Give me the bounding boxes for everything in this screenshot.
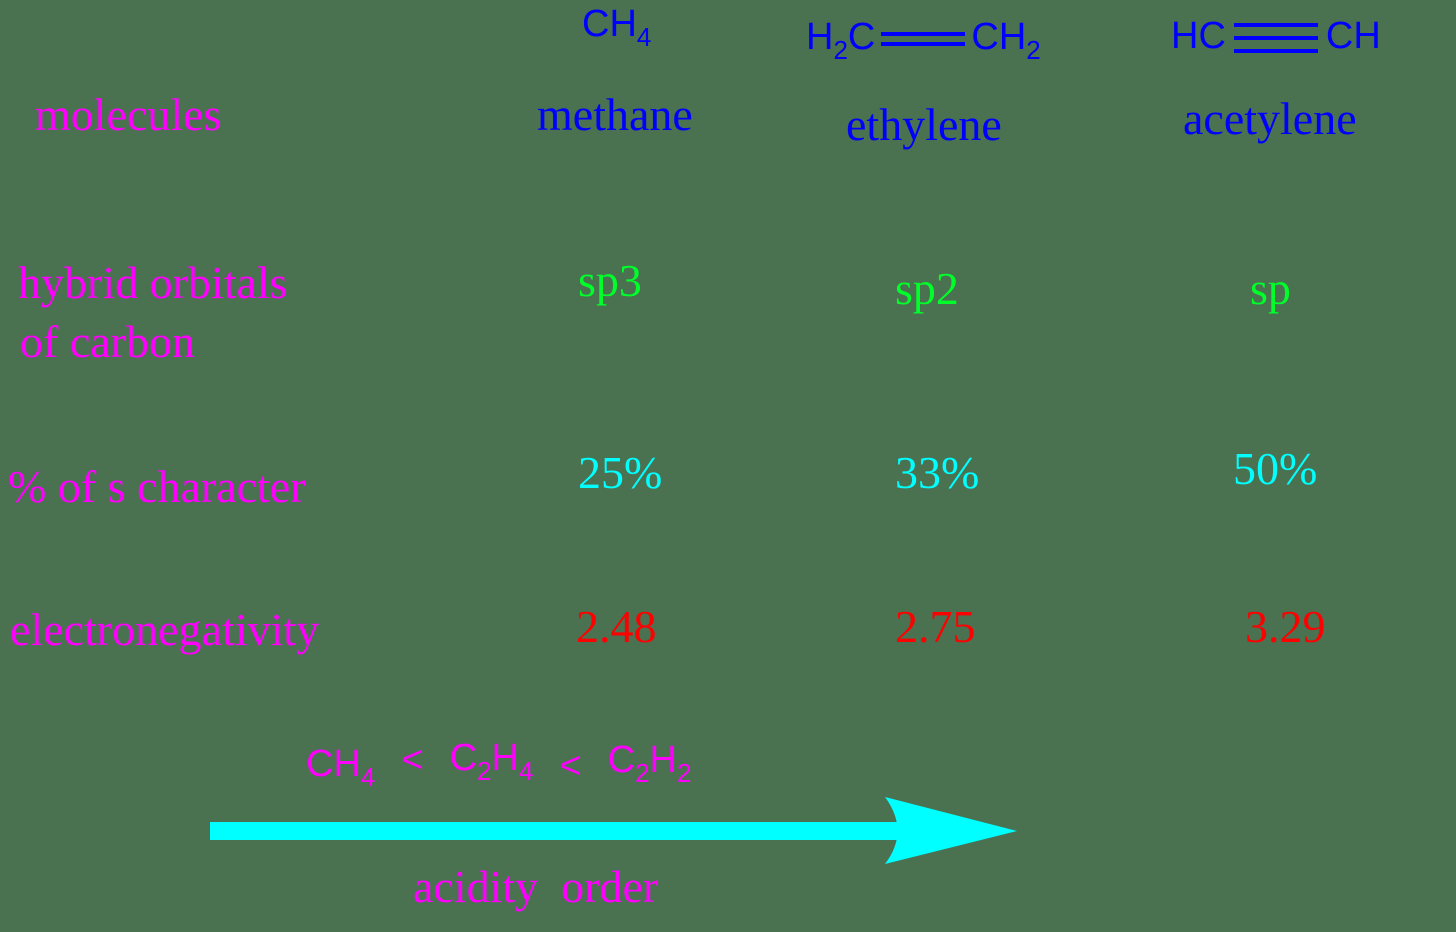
acidity-item-methane: CH4	[306, 743, 376, 792]
s-character-methane: 25%	[578, 447, 663, 498]
formula-ethylene: H2C CH2	[806, 16, 1041, 65]
double-bond-icon	[881, 28, 966, 50]
arrow-right-icon	[210, 797, 1017, 864]
electronegativity-ethylene: 2.75	[895, 601, 976, 652]
hybrid-methane: sp3	[578, 255, 642, 306]
hybrid-ethylene: sp2	[895, 263, 959, 314]
formula-acetylene: HC CH	[1171, 15, 1381, 57]
electronegativity-acetylene: 3.29	[1245, 601, 1326, 652]
name-ethylene: ethylene	[846, 99, 1002, 150]
hybrid-acetylene: sp	[1250, 263, 1291, 314]
name-methane: methane	[537, 89, 693, 140]
row-label-hybrid-line1: hybrid orbitals	[18, 257, 288, 308]
formula-methane: CH4	[582, 3, 652, 52]
electronegativity-methane: 2.48	[576, 601, 657, 652]
triple-bond-icon	[1233, 21, 1318, 55]
row-label-s-character: % of s character	[8, 461, 306, 512]
acidity-item-acetylene: C2H2	[607, 739, 692, 788]
acidity-order-caption: acidity order	[413, 861, 659, 912]
acidity-item-ethylene: C2H4	[449, 737, 534, 786]
s-character-acetylene: 50%	[1233, 443, 1318, 494]
s-character-ethylene: 33%	[895, 447, 980, 498]
row-label-electronegativity: electronegativity	[10, 604, 320, 655]
name-acetylene: acetylene	[1183, 93, 1357, 144]
acidity-order-formula: CH4 < C2H4 < C2H2	[306, 739, 691, 792]
less-than-symbol: <	[559, 745, 582, 787]
row-label-hybrid-line2: of carbon	[20, 316, 195, 367]
less-than-symbol: <	[401, 739, 424, 781]
row-label-molecules: molecules	[35, 89, 222, 140]
